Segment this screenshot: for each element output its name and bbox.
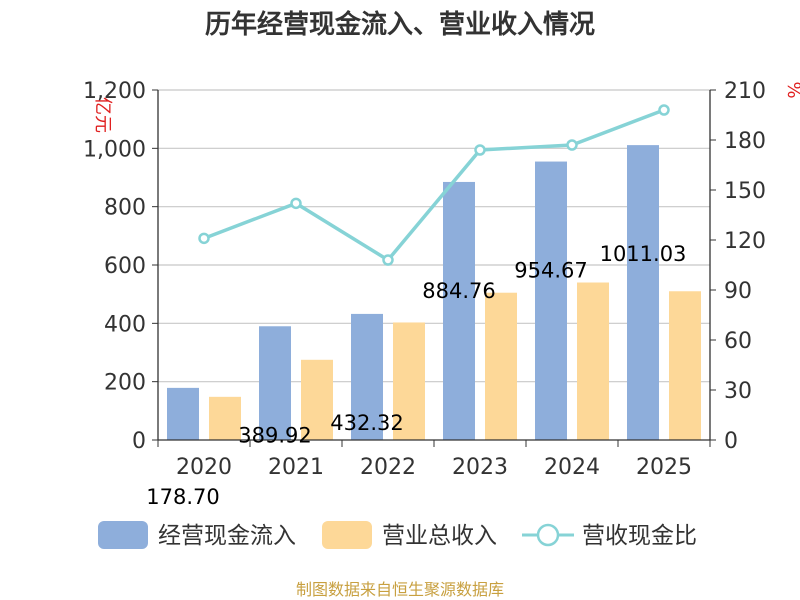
ratio-line xyxy=(198,104,670,266)
x-tick-label: 2023 xyxy=(452,455,508,480)
legend-swatch-1 xyxy=(322,521,372,549)
left-tick-label: 200 xyxy=(104,371,146,396)
left-tick-label: 1,000 xyxy=(83,137,146,162)
bars xyxy=(167,145,701,441)
legend-marker xyxy=(536,523,560,547)
bar-revenue xyxy=(669,291,701,440)
bar-cash-inflow xyxy=(627,145,659,440)
legend-label: 营业总收入 xyxy=(382,523,497,549)
right-tick-label: 60 xyxy=(724,329,752,354)
ratio-point xyxy=(566,139,578,151)
right-tick-label: 120 xyxy=(724,229,766,254)
bar-value-label: 1011.03 xyxy=(600,242,687,266)
bar-value-label: 884.76 xyxy=(422,279,495,303)
legend-swatch-0 xyxy=(98,521,148,549)
left-tick-label: 1,200 xyxy=(83,79,146,104)
ratio-point xyxy=(658,104,670,116)
grid xyxy=(158,89,710,383)
ratio-point xyxy=(474,144,486,156)
bar-value-label: 432.32 xyxy=(330,411,403,435)
bar-revenue xyxy=(301,359,333,440)
bar-value-label: 178.70 xyxy=(146,485,219,509)
ratio-point xyxy=(382,254,394,266)
right-axis-unit: % xyxy=(783,81,800,98)
bar-value-label: 389.92 xyxy=(238,423,311,447)
data-labels: 178.70 389.92 432.32 884.76 954.67 1011.03 xyxy=(146,242,686,509)
x-tick-label: 2022 xyxy=(360,455,416,480)
right-tick-label: 90 xyxy=(724,279,752,304)
x-tick-label: 2021 xyxy=(268,455,324,480)
bar-revenue xyxy=(209,396,241,440)
left-tick-label: 800 xyxy=(104,196,146,221)
bar-value-label: 954.67 xyxy=(514,259,587,283)
ratio-line-path xyxy=(203,108,665,263)
x-tick-label: 2020 xyxy=(176,455,232,480)
ratio-point xyxy=(290,197,302,210)
right-tick-label: 0 xyxy=(724,429,738,454)
bar-cash-inflow xyxy=(351,313,383,440)
ratio-point xyxy=(198,232,210,245)
bar-cash-inflow xyxy=(259,326,291,440)
chart-title: 历年经营现金流入、营业收入情况 xyxy=(205,9,595,40)
bar-revenue xyxy=(485,292,517,440)
bar-revenue xyxy=(577,282,609,440)
axes: 0 200 400 600 800 1,000 1,200 0 30 60 90 120 150 180 2… xyxy=(83,79,766,480)
right-tick-label: 150 xyxy=(724,179,766,204)
x-tick-label: 2025 xyxy=(636,455,692,480)
legend: 经营现金流入 营业总收入 营收现金比 xyxy=(98,521,697,549)
legend-label: 营收现金比 xyxy=(582,523,697,549)
left-tick-label: 400 xyxy=(104,312,146,337)
bar-cash-inflow xyxy=(167,387,199,440)
bar-revenue xyxy=(393,322,425,440)
x-tick-label: 2024 xyxy=(544,455,600,480)
right-tick-label: 180 xyxy=(724,129,766,154)
left-tick-label: 0 xyxy=(132,429,146,454)
right-tick-label: 210 xyxy=(724,79,766,104)
left-tick-label: 600 xyxy=(104,254,146,279)
bar-cash-inflow xyxy=(443,181,475,440)
left-axis-unit: 亿元 xyxy=(92,97,113,133)
legend-label: 经营现金流入 xyxy=(158,523,296,549)
source-note: 制图数据来自恒生聚源数据库 xyxy=(296,580,504,599)
right-tick-label: 30 xyxy=(724,379,752,404)
bar-cash-inflow xyxy=(535,161,567,441)
